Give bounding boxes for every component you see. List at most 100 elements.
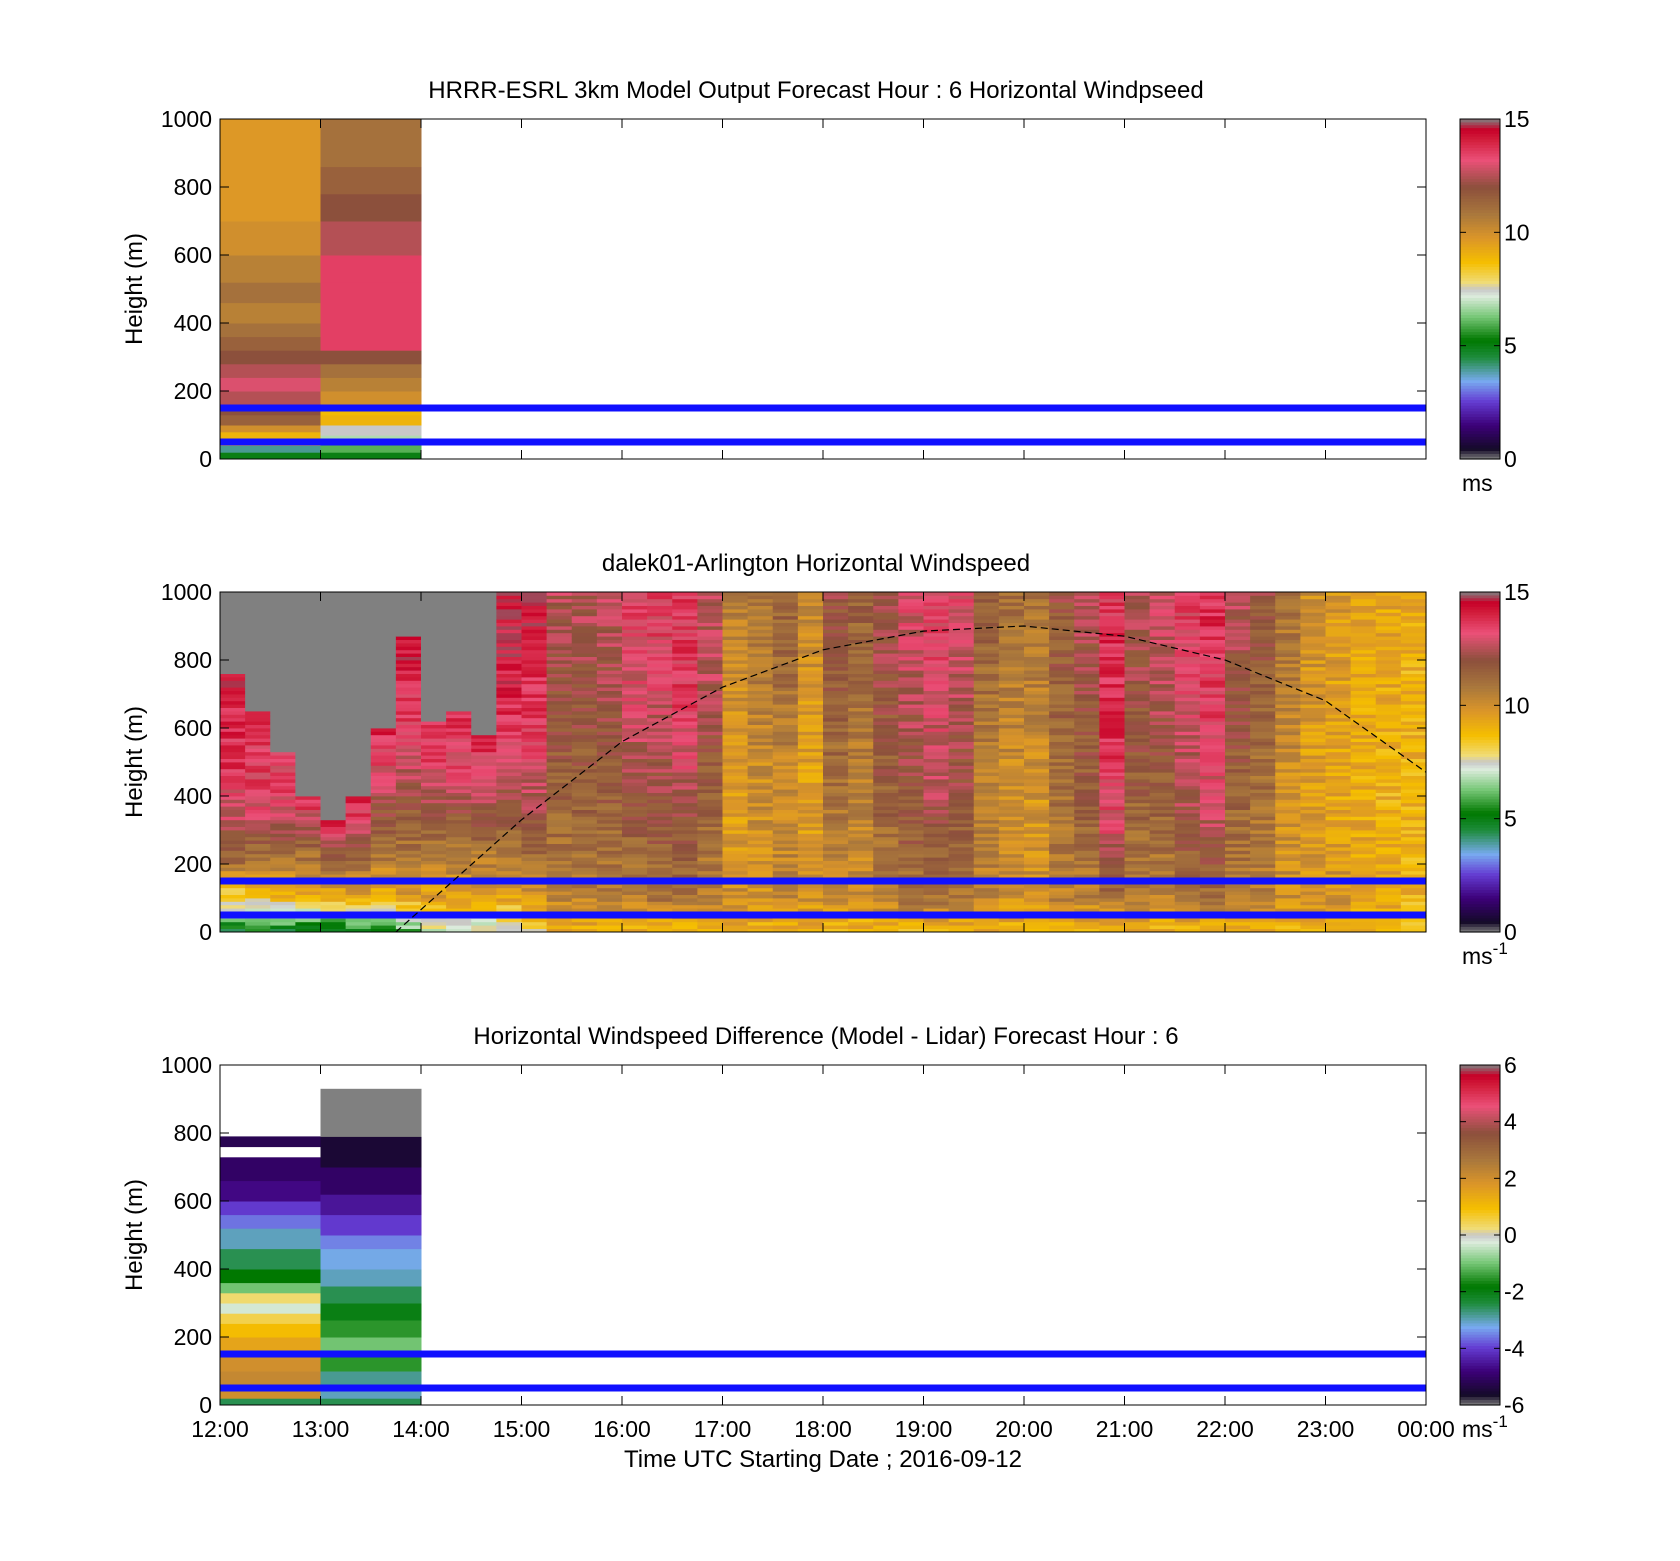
- lidar-cell: [421, 918, 447, 923]
- lidar-cell: [446, 925, 472, 929]
- lidar-cell: [998, 605, 1025, 610]
- lidar-cell: [823, 632, 849, 637]
- lidar-cell: [1275, 850, 1301, 855]
- lidar-cell: [1124, 700, 1151, 705]
- lidar-cell: [1250, 622, 1276, 627]
- lidar-cell: [521, 833, 548, 838]
- lidar-cell: [998, 728, 1025, 732]
- lidar-cell: [747, 874, 774, 878]
- lidar-cell: [596, 748, 623, 753]
- lidar-cell: [1199, 592, 1226, 596]
- colorbar-segment: [1460, 153, 1500, 157]
- lidar-cell: [1174, 656, 1201, 661]
- lidar-cell: [245, 677, 271, 681]
- lidar-cell: [1275, 728, 1301, 732]
- lidar-cell: [596, 843, 623, 848]
- lidar-cell: [647, 918, 673, 923]
- lidar-cell: [873, 741, 899, 746]
- lidar-cell: [772, 683, 799, 688]
- lidar-cell: [1124, 728, 1151, 732]
- lidar-cell: [370, 700, 397, 705]
- lidar-cell: [1049, 799, 1075, 804]
- lidar-cell: [1225, 898, 1251, 902]
- lidar-cell: [848, 734, 874, 739]
- lidar-cell: [446, 826, 472, 831]
- lidar-cell: [345, 751, 372, 756]
- colorbar-segment: [1460, 357, 1500, 361]
- lidar-cell: [1024, 830, 1050, 834]
- lidar-cell: [797, 670, 824, 674]
- lidar-cell: [672, 745, 698, 749]
- lidar-cell: [973, 819, 1000, 824]
- lidar-cell: [1124, 755, 1151, 759]
- lidar-cell: [697, 738, 724, 742]
- lidar-cell: [797, 772, 824, 776]
- lidar-cell: [521, 799, 548, 804]
- lidar-cell: [672, 782, 698, 787]
- lidar-cell: [1350, 745, 1377, 749]
- lidar-cell: [1124, 813, 1151, 817]
- lidar-cell: [1099, 850, 1126, 855]
- lidar-cell: [722, 673, 749, 678]
- lidar-cell: [998, 925, 1025, 929]
- lidar-cell: [220, 918, 246, 923]
- heatmap-cell: [220, 282, 321, 304]
- lidar-cell: [1400, 847, 1427, 851]
- lidar-cell: [471, 833, 497, 838]
- lidar-cell: [270, 884, 296, 889]
- lidar-cell: [772, 775, 799, 780]
- lidar-cell: [1074, 724, 1100, 729]
- lidar-cell: [1225, 707, 1251, 712]
- lidar-cell: [873, 925, 899, 929]
- lidar-cell: [747, 697, 774, 702]
- lidar-cell: [1300, 605, 1327, 610]
- lidar-cell: [948, 901, 975, 906]
- lidar-cell: [772, 816, 799, 821]
- lidar-cell: [546, 782, 573, 787]
- lidar-cell: [647, 816, 673, 821]
- lidar-cell: [747, 847, 774, 851]
- lidar-cell: [1199, 694, 1226, 698]
- lidar-cell: [622, 874, 648, 878]
- lidar-cell: [320, 717, 347, 722]
- lidar-cell: [772, 870, 799, 875]
- lidar-cell: [245, 615, 271, 620]
- lidar-cell: [1074, 765, 1100, 770]
- lidar-cell: [1325, 898, 1352, 902]
- lidar-cell: [1350, 785, 1377, 790]
- lidar-cell: [1024, 741, 1050, 746]
- lidar-cell: [496, 792, 523, 797]
- lidar-cell: [1074, 850, 1100, 855]
- lidar-cell: [1350, 666, 1377, 671]
- lidar-cell: [1199, 656, 1226, 661]
- lidar-cell: [521, 857, 548, 861]
- lidar-cell: [395, 758, 422, 763]
- lidar-cell: [1149, 653, 1176, 657]
- lidar-cell: [1225, 816, 1251, 821]
- lidar-cell: [446, 707, 472, 712]
- lidar-cell: [797, 673, 824, 678]
- colorbar-segment: [1460, 243, 1500, 248]
- lidar-cell: [697, 663, 724, 668]
- lidar-cell: [973, 598, 1000, 603]
- lidar-cell: [220, 833, 246, 838]
- lidar-cell: [948, 840, 975, 844]
- lidar-cell: [370, 833, 397, 838]
- lidar-cell: [1325, 796, 1352, 800]
- lidar-cell: [471, 758, 497, 763]
- lidar-cell: [1375, 636, 1402, 640]
- lidar-cell: [1174, 904, 1201, 909]
- lidar-cell: [471, 666, 497, 671]
- lidar-cell: [571, 690, 598, 695]
- lidar-cell: [1275, 813, 1301, 817]
- lidar-cell: [772, 592, 799, 596]
- lidar-cell: [948, 741, 975, 746]
- lidar-cell: [1350, 724, 1377, 729]
- lidar-cell: [546, 598, 573, 603]
- lidar-cell: [772, 738, 799, 742]
- lidar-cell: [270, 772, 296, 776]
- lidar-cell: [672, 768, 698, 773]
- lidar-cell: [245, 762, 271, 766]
- lidar-cell: [1225, 717, 1251, 722]
- lidar-cell: [647, 870, 673, 875]
